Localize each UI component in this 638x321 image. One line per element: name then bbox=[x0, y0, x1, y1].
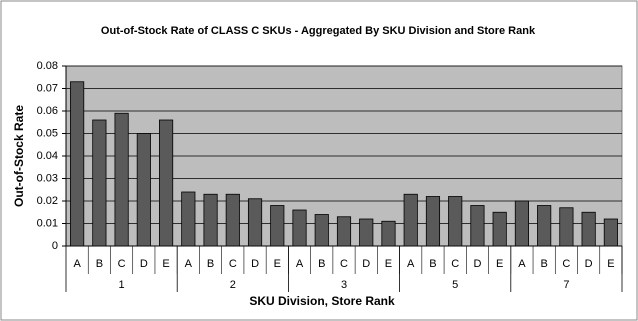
bar bbox=[603, 218, 618, 247]
x-tick-label: D bbox=[362, 258, 370, 270]
bar bbox=[203, 193, 218, 247]
group-label: 7 bbox=[563, 279, 569, 291]
y-axis-title: Out-of-Stock Rate bbox=[12, 105, 26, 207]
x-tick-label: B bbox=[96, 258, 103, 270]
bar bbox=[581, 211, 596, 247]
bar bbox=[403, 193, 418, 247]
group-label: 2 bbox=[230, 279, 236, 291]
bar bbox=[448, 196, 463, 247]
group-label: 5 bbox=[452, 279, 458, 291]
x-tick-label: C bbox=[340, 258, 348, 270]
x-tick-label: E bbox=[607, 258, 614, 270]
x-axis-title: SKU Division, Store Rank bbox=[249, 294, 395, 308]
x-tick-label: B bbox=[429, 258, 436, 270]
x-tick-label: A bbox=[185, 258, 193, 270]
x-tick-label: A bbox=[296, 258, 304, 270]
bar bbox=[336, 216, 352, 247]
x-tick-label: E bbox=[496, 258, 503, 270]
bar bbox=[514, 200, 529, 247]
x-tick-label: D bbox=[251, 258, 259, 270]
bar bbox=[537, 205, 552, 247]
y-tick-label: 0 bbox=[52, 240, 58, 252]
y-tick-label: 0.06 bbox=[37, 105, 58, 117]
bar bbox=[181, 191, 196, 247]
y-tick-label: 0.07 bbox=[37, 82, 58, 94]
bar bbox=[292, 209, 307, 247]
x-tick-label: E bbox=[274, 258, 281, 270]
y-tick-label: 0.01 bbox=[37, 217, 58, 229]
bar bbox=[159, 119, 174, 247]
x-tick-label: E bbox=[385, 258, 392, 270]
bar bbox=[270, 205, 285, 247]
x-tick-label: A bbox=[518, 258, 526, 270]
x-tick-label: C bbox=[451, 258, 459, 270]
x-tick-label: C bbox=[229, 258, 237, 270]
bar bbox=[92, 119, 107, 247]
bar bbox=[559, 207, 574, 247]
y-tick-label: 0.08 bbox=[37, 60, 58, 72]
bar bbox=[247, 198, 263, 247]
x-tick-label: D bbox=[585, 258, 593, 270]
bar bbox=[470, 205, 485, 247]
bar bbox=[359, 218, 374, 247]
group-label: 1 bbox=[119, 279, 125, 291]
x-tick-label: B bbox=[318, 258, 325, 270]
x-tick-label: D bbox=[140, 258, 148, 270]
bar bbox=[225, 193, 240, 247]
y-tick-label: 0.02 bbox=[37, 195, 58, 207]
bar bbox=[114, 112, 129, 247]
chart-title: Out-of-Stock Rate of CLASS C SKUs - Aggr… bbox=[101, 25, 536, 37]
x-tick-label: C bbox=[562, 258, 570, 270]
x-tick-label: D bbox=[473, 258, 481, 270]
bar bbox=[70, 81, 85, 247]
y-tick-label: 0.03 bbox=[37, 172, 58, 184]
x-tick-label: E bbox=[162, 258, 169, 270]
bar bbox=[492, 211, 507, 247]
bar bbox=[381, 220, 396, 247]
x-tick-label: A bbox=[73, 258, 81, 270]
y-tick-label: 0.04 bbox=[37, 150, 58, 162]
bar bbox=[136, 133, 151, 247]
x-tick-label: A bbox=[407, 258, 415, 270]
x-tick-label: B bbox=[207, 258, 214, 270]
bar bbox=[314, 214, 329, 247]
x-tick-label: B bbox=[540, 258, 547, 270]
bar bbox=[425, 196, 441, 247]
y-tick-label: 0.05 bbox=[37, 127, 58, 139]
group-label: 3 bbox=[341, 279, 347, 291]
x-tick-label: C bbox=[118, 258, 126, 270]
